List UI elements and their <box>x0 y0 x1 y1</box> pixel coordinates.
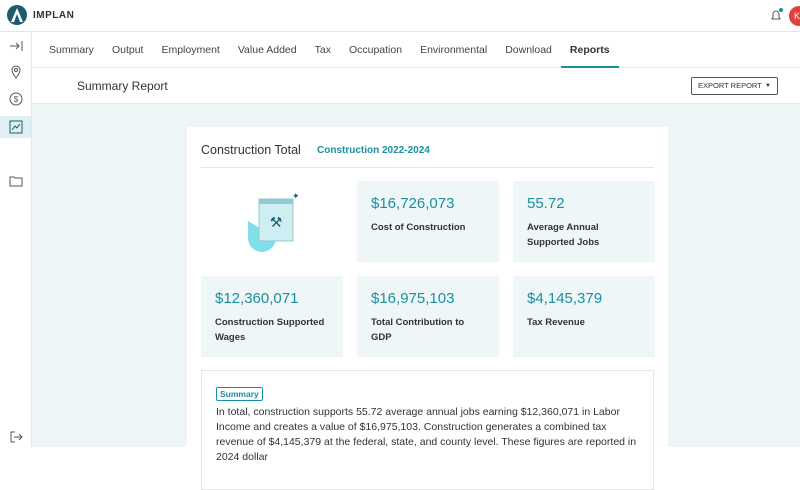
stat-label: Cost of Construction <box>371 222 466 233</box>
report-card: Construction Total Construction 2022-202… <box>187 127 668 490</box>
stat-label: Average Annual Supported Jobs <box>527 222 600 248</box>
illustration: ⚒ ✦ <box>248 191 300 252</box>
stat-tile: $16,726,073 Cost of Construction <box>357 181 499 262</box>
report-header: Summary Report EXPORT REPORT ▼ <box>32 68 800 104</box>
sidebar: $ <box>0 32 32 447</box>
logout-icon[interactable] <box>9 430 23 444</box>
export-button[interactable]: EXPORT REPORT ▼ <box>691 77 778 95</box>
stat-value: $4,145,379 <box>527 290 603 307</box>
stat-value: $16,726,073 <box>371 195 455 212</box>
export-label: EXPORT REPORT <box>698 81 762 90</box>
svg-text:⚒: ⚒ <box>270 214 283 230</box>
summary-badge: Summary <box>216 387 263 401</box>
card-subtitle: Construction 2022-2024 <box>317 145 430 156</box>
stat-label: Total Contribution to GDP <box>371 317 465 343</box>
tab[interactable]: Download <box>505 44 552 56</box>
notifications[interactable] <box>768 7 784 23</box>
tab-bar: Summary Output Employment Value Added Tax Occ… <box>32 32 800 68</box>
tab[interactable]: Occupation <box>348 44 403 56</box>
svg-text:$: $ <box>14 95 19 104</box>
stat-label: Tax Revenue <box>527 317 585 328</box>
stat-value: 55.72 <box>527 195 565 212</box>
stat-value: $16,975,103 <box>371 290 455 307</box>
location-icon[interactable] <box>9 65 23 79</box>
tab[interactable]: Output <box>111 44 144 56</box>
tab[interactable]: Environmental <box>420 44 488 56</box>
tab[interactable]: Value Added <box>237 44 297 56</box>
chart-icon[interactable] <box>9 120 23 134</box>
content: Construction Total Construction 2022-202… <box>32 104 800 490</box>
tab[interactable]: Tax <box>314 44 331 56</box>
stat-tile: $16,975,103 Total Contribution to GDP <box>357 276 499 357</box>
tab[interactable]: Employment <box>161 44 220 56</box>
report-title: Summary Report <box>77 79 168 93</box>
tab[interactable]: Reports <box>560 32 619 68</box>
stat-tile: $4,145,379 Tax Revenue <box>513 276 655 357</box>
stat-value: $12,360,071 <box>215 290 299 307</box>
tab[interactable]: Summary <box>49 44 94 56</box>
dollar-icon[interactable]: $ <box>9 92 23 106</box>
top-bar: IMPLAN K <box>0 0 800 32</box>
stat-label: Construction Supported Wages <box>215 317 325 343</box>
summary-text: In total, construction supports 55.72 av… <box>216 406 637 463</box>
avatar[interactable]: K <box>789 6 800 26</box>
stat-tile: 55.72 Average Annual Supported Jobs <box>513 181 655 262</box>
logo <box>7 5 27 25</box>
expand-icon[interactable] <box>8 39 24 53</box>
summary-box: Summary In total, construction supports … <box>201 370 654 490</box>
svg-text:✦: ✦ <box>292 191 300 201</box>
divider <box>201 167 654 168</box>
card-title: Construction Total <box>201 143 301 157</box>
brand: IMPLAN <box>33 10 75 21</box>
stat-tile: $12,360,071 Construction Supported Wages <box>201 276 343 357</box>
folder-icon[interactable] <box>9 175 23 187</box>
